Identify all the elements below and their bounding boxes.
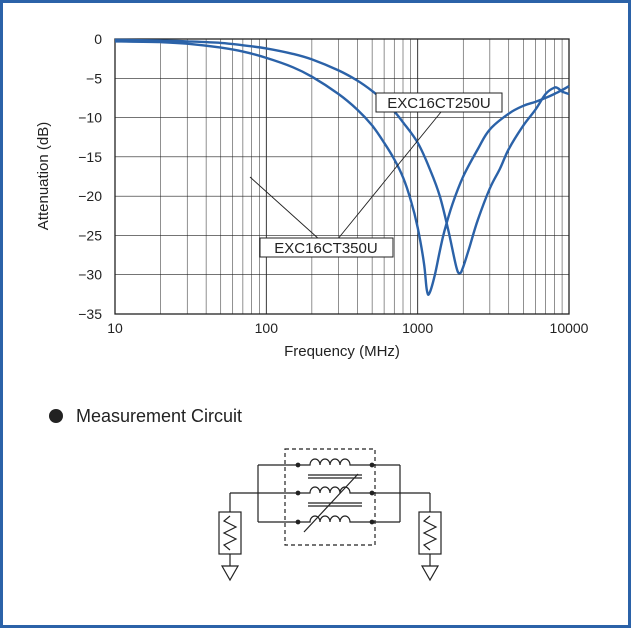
annotation-box-250 [375, 92, 503, 113]
plot-area: 0 −5 −10 −15 −20 −25 −30 −35 10 100 1000 10000 [78, 31, 588, 336]
right-ground-icon [420, 565, 440, 582]
x-tick-labels: 10 100 1000 10000 [107, 320, 588, 336]
left-ground-icon [220, 565, 240, 582]
series-layer [114, 38, 570, 296]
annotation-label-350: EXC16CT350U [274, 240, 377, 257]
y-tick-label: −5 [86, 70, 102, 86]
plot-border [114, 38, 570, 315]
annotation-exc16ct250u: EXC16CT250U [336, 92, 503, 241]
y-tick-label: −25 [78, 227, 102, 243]
coil-1 [298, 458, 372, 466]
coil-2 [298, 486, 372, 494]
circuit-title: Measurement Circuit [76, 406, 242, 426]
x-tick-label: 10000 [550, 320, 589, 336]
series-line-exc16ct250u [114, 38, 570, 275]
x-tick-label: 100 [255, 320, 279, 336]
dut-dashed-box [284, 448, 376, 546]
y-tick-label: −20 [78, 188, 102, 204]
x-tick-label: 1000 [402, 320, 433, 336]
right-wiring [372, 464, 431, 523]
series-line-exc16ct350u [114, 40, 570, 296]
y-tick-label: −10 [78, 110, 102, 126]
annotation-leader-350 [249, 176, 321, 241]
y-tick-labels: 0 −5 −10 −15 −20 −25 −30 −35 [78, 31, 102, 322]
x-axis-label: Frequency (MHz) [284, 343, 400, 360]
right-resistor-zigzag [422, 515, 438, 551]
annotation-label-250: EXC16CT250U [387, 95, 490, 112]
diagonal-arrow [303, 473, 359, 533]
y-tick-label: −15 [78, 149, 102, 165]
annotation-exc16ct350u: EXC16CT350U [249, 176, 394, 258]
annotation-box-350 [259, 237, 394, 258]
y-tick-label: −30 [78, 267, 102, 283]
y-axis-label: Attenuation (dB) [35, 122, 52, 230]
bullet-icon [49, 409, 63, 423]
y-tick-label: −35 [78, 306, 102, 322]
x-tick-label: 10 [107, 320, 123, 336]
measurement-circuit-diagram [218, 448, 442, 582]
left-resistor-zigzag [222, 515, 238, 551]
left-wiring [229, 464, 298, 523]
annotation-leader-250 [336, 111, 442, 241]
coil-3 [298, 515, 372, 523]
y-tick-label: 0 [94, 31, 102, 47]
